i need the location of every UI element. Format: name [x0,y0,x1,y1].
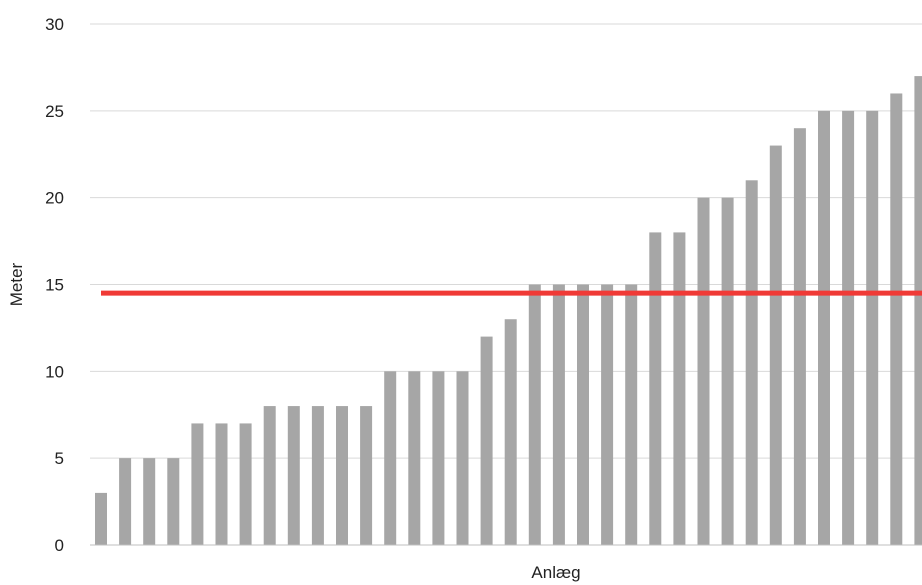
bar [263,406,276,545]
bars [95,76,922,546]
y-axis-title: Meter [7,262,26,306]
y-tick-label: 30 [45,15,64,34]
bar [721,197,734,546]
y-tick-label: 5 [55,449,64,468]
bar [649,232,662,545]
bar [119,458,132,545]
bar [191,423,204,545]
bar [167,458,180,545]
bar [336,406,348,545]
bar [95,492,107,545]
bar [914,76,922,545]
bar [528,284,541,545]
bar [456,371,469,545]
bar [480,336,493,545]
bar [842,110,855,545]
bar [504,319,517,545]
bar [625,284,638,545]
bar [287,406,300,545]
bar [890,93,903,545]
bar [384,371,397,545]
bar [311,406,324,545]
y-tick-label: 0 [55,536,64,555]
x-axis-title: Anlæg [531,563,580,582]
bar [769,145,782,545]
y-tick-label: 25 [45,102,64,121]
bar [215,423,228,545]
bar [601,284,614,545]
bar [360,406,373,545]
y-tick-label: 15 [45,276,64,295]
bar [143,458,156,545]
bar [673,232,686,545]
bar [408,371,421,545]
bar [432,371,445,545]
bar [239,423,252,545]
y-tick-label: 10 [45,362,64,381]
bar [552,284,565,545]
bar [793,128,806,545]
bar [866,110,879,545]
y-tick-label: 20 [45,189,64,208]
bar [745,180,758,546]
bar [818,110,830,545]
gridlines [90,23,922,459]
bar [577,284,589,545]
y-tick-labels: 0 5 10 15 20 25 30 [45,15,64,555]
bar [697,197,710,546]
